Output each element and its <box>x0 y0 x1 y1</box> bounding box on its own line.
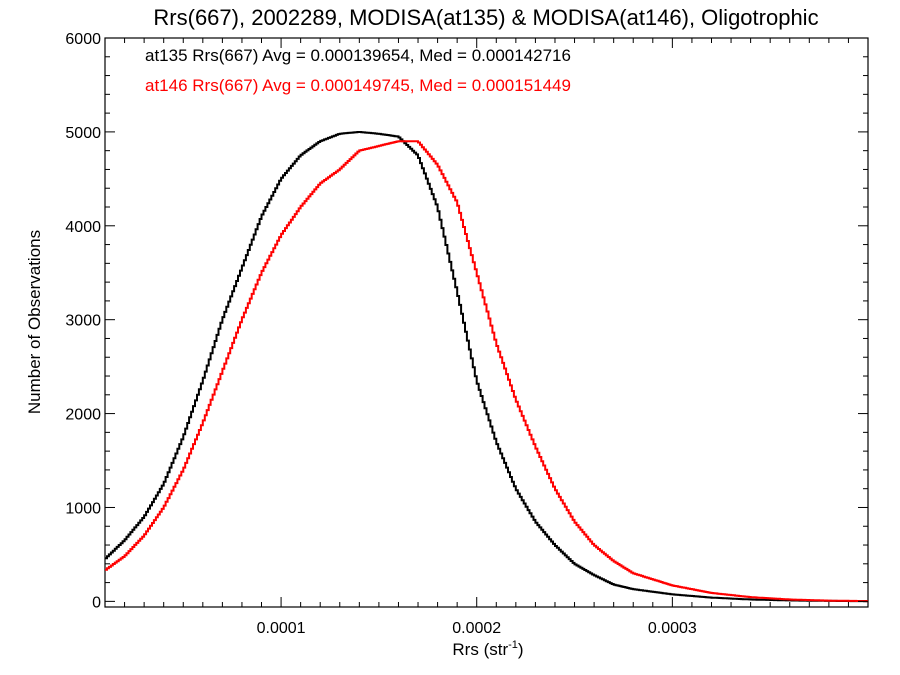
y-tick-label: 5000 <box>65 125 101 142</box>
y-tick-label: 2000 <box>65 407 101 424</box>
plot-frame <box>104 37 869 608</box>
x-tick-label: 0.0003 <box>648 620 697 637</box>
y-tick-label: 4000 <box>65 219 101 236</box>
y-tick-label: 1000 <box>65 500 101 517</box>
plot-area: 0.0001 0.0002 0.0003 0 1000 2000 3000 4000 5000 6… <box>65 31 869 637</box>
series-line-at135 <box>105 131 868 603</box>
y-axis-label: Number of Observations <box>25 230 44 414</box>
series-line-at146 <box>105 140 868 603</box>
x-axis-label-main: Rrs (str <box>452 640 508 659</box>
series-layer <box>105 131 868 603</box>
x-tick-label: 0.0002 <box>452 620 501 637</box>
ticks-layer: 0.0001 0.0002 0.0003 0 1000 2000 3000 4000 5000 6… <box>65 31 868 637</box>
annotation-at135: at135 Rrs(667) Avg = 0.000139654, Med = … <box>145 46 571 65</box>
x-axis-label-end: ) <box>518 640 524 659</box>
x-axis-label: Rrs (str-1) <box>452 639 523 659</box>
y-tick-label: 0 <box>92 594 101 611</box>
x-axis-label-superscript: -1 <box>508 639 518 651</box>
y-tick-label: 6000 <box>65 31 101 48</box>
y-tick-label: 3000 <box>65 313 101 330</box>
chart-title: Rrs(667), 2002289, MODISA(at135) & MODIS… <box>153 5 818 30</box>
annotation-at146: at146 Rrs(667) Avg = 0.000149745, Med = … <box>145 76 571 95</box>
x-tick-label: 0.0001 <box>257 620 306 637</box>
